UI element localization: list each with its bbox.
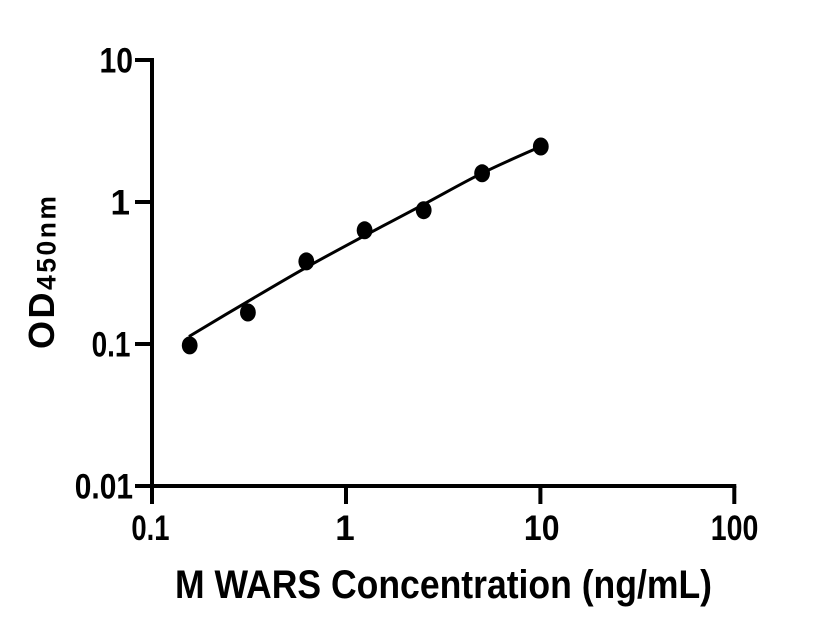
svg-text:1: 1 xyxy=(335,509,354,548)
svg-text:10: 10 xyxy=(524,509,560,548)
svg-text:1: 1 xyxy=(111,184,130,223)
svg-text:0.1: 0.1 xyxy=(131,509,169,548)
svg-text:0.01: 0.01 xyxy=(75,468,133,507)
svg-text:10: 10 xyxy=(100,42,134,81)
svg-text:M WARS Concentration (ng/mL): M WARS Concentration (ng/mL) xyxy=(175,563,712,607)
svg-text:0.1: 0.1 xyxy=(92,326,131,365)
svg-text:100: 100 xyxy=(711,509,759,548)
